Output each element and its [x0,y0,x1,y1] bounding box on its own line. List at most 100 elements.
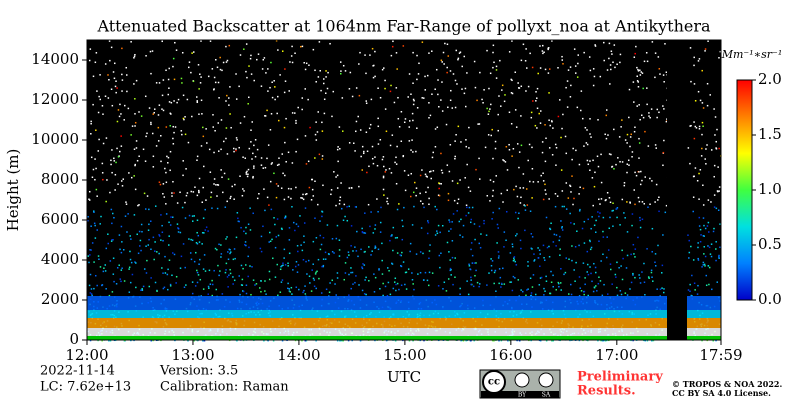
texture-dot [114,173,117,176]
texture-dot [518,339,521,342]
texture-dot [456,182,459,185]
texture-dot [704,227,707,230]
texture-dot [385,130,388,133]
texture-dot [634,126,636,129]
texture-dot [196,271,199,274]
texture-dot [358,63,360,65]
texture-dot [611,283,613,285]
texture-dot [187,66,190,69]
texture-dot [457,58,459,61]
texture-dot [117,109,120,111]
texture-dot [501,84,504,87]
texture-dot [275,196,278,199]
texture-dot [438,105,440,108]
texture-dot [259,287,261,289]
texture-dot [447,55,450,57]
texture-dot [622,257,624,260]
texture-dot [478,157,480,160]
texture-dot [311,188,314,191]
texture-dot [689,125,691,127]
texture-dot [591,216,593,218]
texture-dot [101,172,104,174]
texture-dot [360,155,362,158]
texture-dot [363,251,366,253]
texture-dot [414,181,416,184]
texture-dot [168,244,170,246]
texture-dot [593,262,595,265]
texture-dot [325,76,327,78]
texture-dot [469,339,472,342]
texture-dot [362,263,364,265]
texture-dot [419,192,421,195]
texture-dot [434,128,437,130]
texture-dot [338,203,341,205]
texture-dot [598,276,600,278]
texture-dot [173,78,176,81]
texture-dot [198,113,200,115]
texture-dot [323,78,325,80]
texture-dot [291,45,293,48]
texture-dot [140,249,142,252]
colorbar-tick-label: 1.5 [758,125,782,143]
texture-dot [161,94,164,97]
texture-dot [253,165,255,167]
texture-dot [295,223,298,225]
texture-dot [411,278,414,281]
texture-dot [394,277,397,280]
texture-dot [97,111,100,114]
texture-dot [514,260,517,263]
texture-dot [276,164,279,166]
texture-dot [548,147,551,149]
texture-dot [360,248,362,251]
texture-dot [370,211,372,213]
texture-dot [250,54,252,57]
texture-dot [239,175,241,177]
texture-dot [637,81,640,83]
texture-dot [150,277,152,279]
texture-dot [714,134,716,136]
texture-dot [451,256,454,259]
texture-dot [295,122,297,124]
texture-dot [557,67,559,69]
texture-dot [196,194,199,197]
texture-dot [172,143,175,145]
texture-dot [264,209,266,212]
texture-dot [422,202,424,205]
texture-dot [509,252,512,254]
texture-dot [468,265,471,267]
texture-dot [191,292,194,295]
texture-dot [522,187,525,189]
texture-dot [649,116,651,119]
texture-dot [325,70,327,72]
texture-dot [283,248,286,251]
texture-dot [579,208,581,211]
texture-dot [441,81,443,83]
texture-dot [291,293,293,295]
texture-dot [637,236,639,239]
texture-dot [424,75,426,78]
texture-dot [336,272,339,274]
texture-dot [261,68,264,70]
texture-dot [164,167,166,170]
texture-dot [692,175,695,178]
texture-dot [713,108,715,110]
texture-dot [600,260,602,262]
texture-dot [245,43,248,45]
texture-dot [432,151,434,154]
texture-dot [240,264,243,267]
texture-dot [574,280,576,282]
texture-dot [559,282,562,284]
texture-dot [551,154,554,156]
texture-dot [474,238,476,241]
texture-dot [706,82,709,85]
texture-dot [182,243,185,245]
texture-dot [449,99,452,102]
texture-dot [450,274,452,276]
texture-dot [518,87,521,89]
texture-dot [626,142,628,144]
texture-dot [263,188,265,190]
texture-dot [150,220,152,222]
texture-dot [368,246,370,248]
texture-dot [497,129,499,132]
texture-dot [459,179,461,181]
